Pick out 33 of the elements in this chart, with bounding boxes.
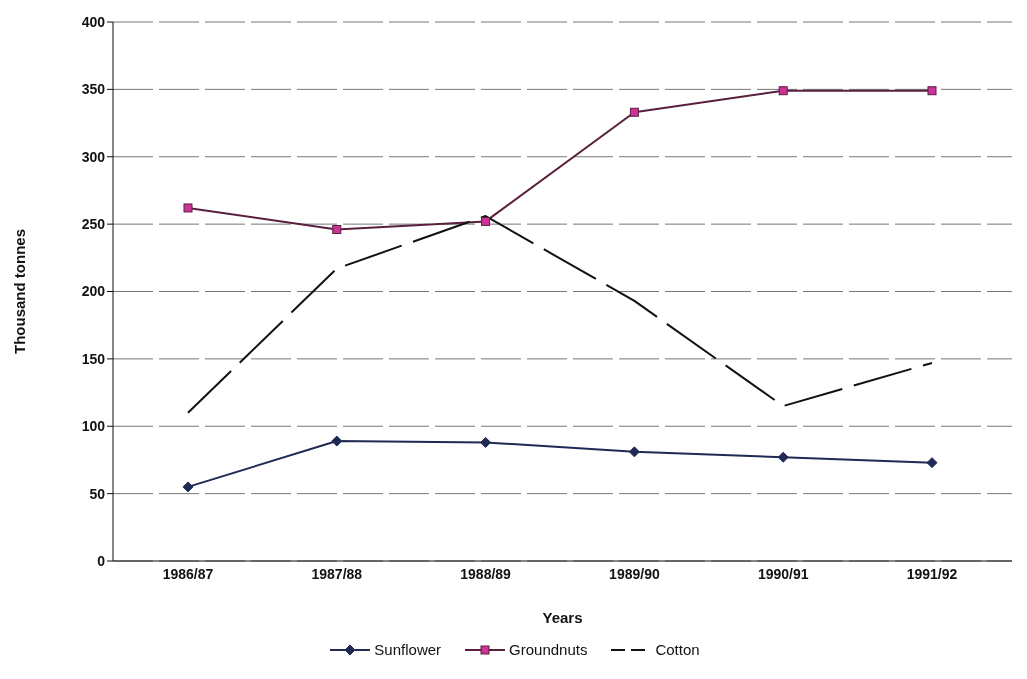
point	[778, 86, 788, 96]
y-tick-label: 0	[97, 552, 106, 569]
y-tick-label: 350	[81, 81, 106, 98]
point	[927, 86, 937, 96]
x-tick-label: 1988/89	[460, 565, 512, 582]
legend-label: Groundnuts	[509, 641, 588, 658]
x-tick-label: 1990/91	[757, 565, 809, 582]
point	[332, 225, 342, 235]
y-tick-label: 150	[81, 350, 106, 367]
point	[182, 481, 194, 493]
point	[480, 436, 492, 448]
point	[331, 435, 343, 447]
y-tick-label: 50	[89, 485, 106, 502]
legend-label: Cotton	[655, 641, 700, 658]
x-tick-label: 1991/92	[906, 565, 958, 582]
point	[183, 203, 193, 213]
point	[628, 446, 640, 458]
y-tick-label: 250	[81, 216, 106, 233]
x-axis-title: Years	[542, 609, 583, 626]
point	[481, 216, 491, 226]
line-series	[187, 215, 933, 414]
legend-label: Sunflower	[374, 641, 442, 658]
point	[629, 107, 639, 117]
y-axis-title: Thousand tonnes	[11, 229, 29, 354]
x-tick-label: 1987/88	[311, 565, 363, 582]
point	[777, 451, 789, 463]
point	[926, 457, 938, 469]
x-tick-label: 1986/87	[162, 565, 214, 582]
y-tick-label: 200	[81, 283, 106, 300]
y-tick-label: 400	[81, 13, 106, 30]
x-tick-label: 1989/90	[609, 565, 660, 582]
y-tick-label: 300	[81, 148, 106, 165]
y-tick-label: 100	[81, 418, 106, 435]
